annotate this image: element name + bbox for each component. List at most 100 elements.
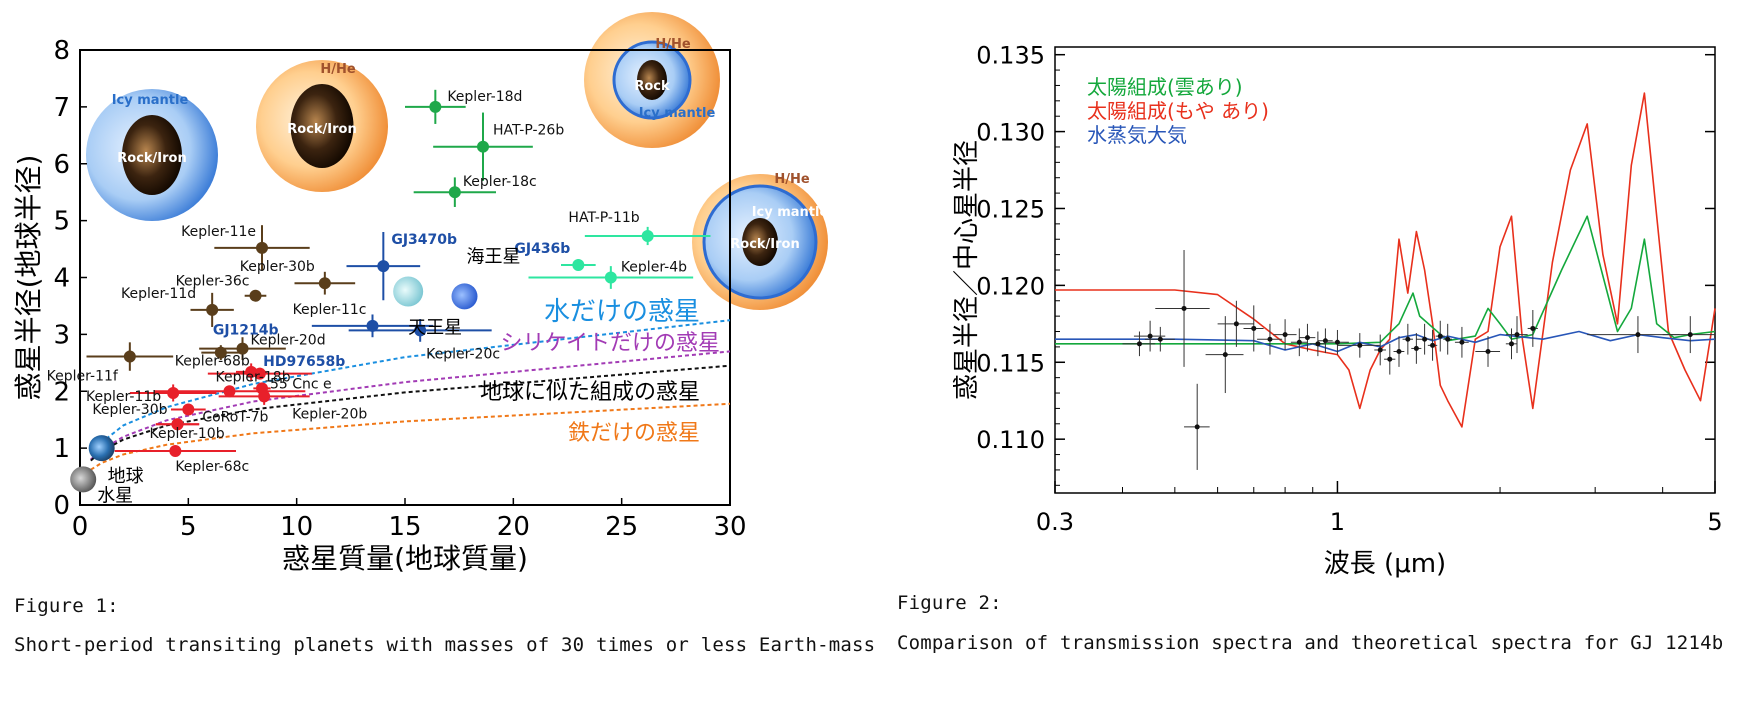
data-point: [414, 324, 427, 337]
planet-hat-p-26b: HAT-P-26b: [433, 112, 564, 181]
planet-kepler-18d: Kepler-18d: [405, 89, 522, 124]
planet-gj3470b: GJ3470b: [346, 232, 457, 301]
composition-curve-label: 鉄だけの惑星: [568, 421, 700, 446]
x-tick-label: 0: [72, 512, 89, 542]
data-point: [429, 100, 442, 113]
figure-1-caption-title: Figure 1:: [14, 595, 119, 617]
observation-point: [1454, 326, 1469, 358]
observation-marker: [1296, 339, 1302, 345]
observation-point: [1155, 250, 1210, 367]
observation-point: [1205, 316, 1244, 394]
planet-label: Kepler-36c: [176, 274, 250, 290]
planet-label: Kepler-20d: [251, 333, 326, 349]
structure-inset-4: H/He Icy mantle Rock/Iron: [692, 172, 828, 310]
planet-label: 水星: [97, 485, 133, 506]
observation-point: [1337, 333, 1381, 358]
observation-point: [1416, 323, 1433, 355]
inset-label: H/He: [320, 62, 356, 77]
observation-marker: [1437, 333, 1443, 339]
x-axis: 0.3 1 5: [1036, 481, 1723, 536]
x-tick-label: 1: [1330, 508, 1345, 536]
planet-label: Kepler-11b: [86, 389, 161, 405]
x-axis-label: 惑星質量(地球質量): [282, 542, 528, 575]
observation-marker: [1282, 332, 1288, 338]
inset-core: [637, 60, 667, 100]
observation-marker: [1405, 336, 1411, 342]
data-point: [171, 418, 184, 431]
inset-label: H/He: [774, 172, 810, 187]
observation-marker: [1508, 341, 1514, 347]
data-point: [206, 303, 219, 316]
y-axis-label: 惑星半径(地球半径): [12, 155, 45, 401]
inset-label: Rock/Iron: [287, 122, 356, 137]
planet-kepler-36c: Kepler-36c: [176, 274, 267, 302]
inset-label: Icy mantle: [112, 93, 189, 108]
planet-label: GJ1214b: [213, 323, 279, 339]
y-tick-label: 3: [53, 320, 70, 350]
data-point: [123, 350, 136, 363]
structure-inset-1: Icy mantle Rock/Iron: [86, 89, 218, 221]
data-point: [448, 186, 461, 199]
observation-point: [1505, 328, 1518, 360]
planet-label: Kepler-11c: [293, 302, 367, 318]
inset-core: [122, 115, 182, 195]
data-point: [249, 289, 262, 302]
planet-kepler-18b: Kepler-18b: [153, 369, 306, 398]
observation-marker: [1157, 336, 1163, 342]
observation-point: [1217, 300, 1254, 347]
y-tick-label: 8: [53, 36, 70, 66]
y-tick-label: 0.125: [976, 195, 1045, 223]
composition-curve-label: シリケイトだけの惑星: [500, 331, 720, 356]
observation-marker: [1396, 349, 1402, 355]
planet-hd97658b: HD97658b: [236, 354, 345, 381]
planet-kepler-20c: Kepler-20c: [348, 319, 500, 362]
observation-marker: [1315, 341, 1321, 347]
planet-item: 地球: [88, 435, 144, 487]
observation-point: [1411, 333, 1422, 364]
x-tick-label: 20: [497, 512, 530, 542]
data-point: [182, 403, 195, 416]
observation-point: [1475, 336, 1501, 367]
planet-label: Kepler-68c: [175, 459, 249, 475]
observation-point: [1184, 383, 1210, 470]
y-axis: 0 1 2 3 4 5 6 7 8: [53, 36, 87, 521]
planet-label: GJ436b: [514, 241, 570, 257]
observation-point: [1443, 323, 1453, 355]
y-axis-label: 惑星半径／中心星半径: [952, 140, 982, 400]
observation-point: [1527, 309, 1538, 347]
legend-entry-1: 太陽組成(雲あり): [1087, 75, 1243, 99]
observation-point: [1427, 329, 1438, 361]
figure-2-transmission-spectrum-chart: 0.135 0.130 0.125 0.120 0.115 0.110 0.3 1 5 波長 (μ…: [880, 0, 1740, 580]
y-tick-label: 0.120: [976, 272, 1045, 300]
observation-point: [1243, 305, 1264, 352]
observation-point: [1310, 331, 1326, 357]
model-spectrum-1: [1055, 215, 1716, 345]
figure-2-caption-text: Comparison of transmission spectra and t…: [897, 632, 1724, 654]
inset-core: [742, 218, 778, 266]
observation-marker: [1530, 325, 1536, 331]
planet-kepler-10b: Kepler-10b: [150, 418, 225, 442]
observation-point: [1273, 319, 1297, 350]
data-point: [169, 444, 182, 457]
observation-marker: [1357, 342, 1363, 348]
y-tick-label: 0.130: [976, 119, 1045, 147]
planet-label: Kepler-18c: [463, 174, 537, 190]
data-point: [377, 260, 390, 273]
data-point: [167, 386, 180, 399]
x-tick-label: 30: [713, 512, 746, 542]
observation-marker: [1377, 347, 1383, 353]
planet-item: 海王星: [451, 246, 521, 310]
planet-kepler-11c: Kepler-11c: [293, 302, 434, 338]
inset-label: Icy mantle: [639, 106, 716, 121]
data-point: [477, 140, 489, 153]
data-point: [245, 365, 258, 378]
observation-marker: [1251, 325, 1257, 331]
planet-label: Kepler-30b: [240, 259, 315, 275]
planet-label: HD97658b: [263, 354, 345, 370]
data-point: [214, 346, 227, 359]
observation-marker: [1422, 336, 1428, 342]
y-tick-label: 0.110: [976, 426, 1045, 454]
composition-curve-label: 地球に似た組成の惑星: [480, 380, 700, 405]
y-tick-label: 6: [53, 150, 70, 180]
planet-label: GJ3470b: [391, 232, 457, 248]
